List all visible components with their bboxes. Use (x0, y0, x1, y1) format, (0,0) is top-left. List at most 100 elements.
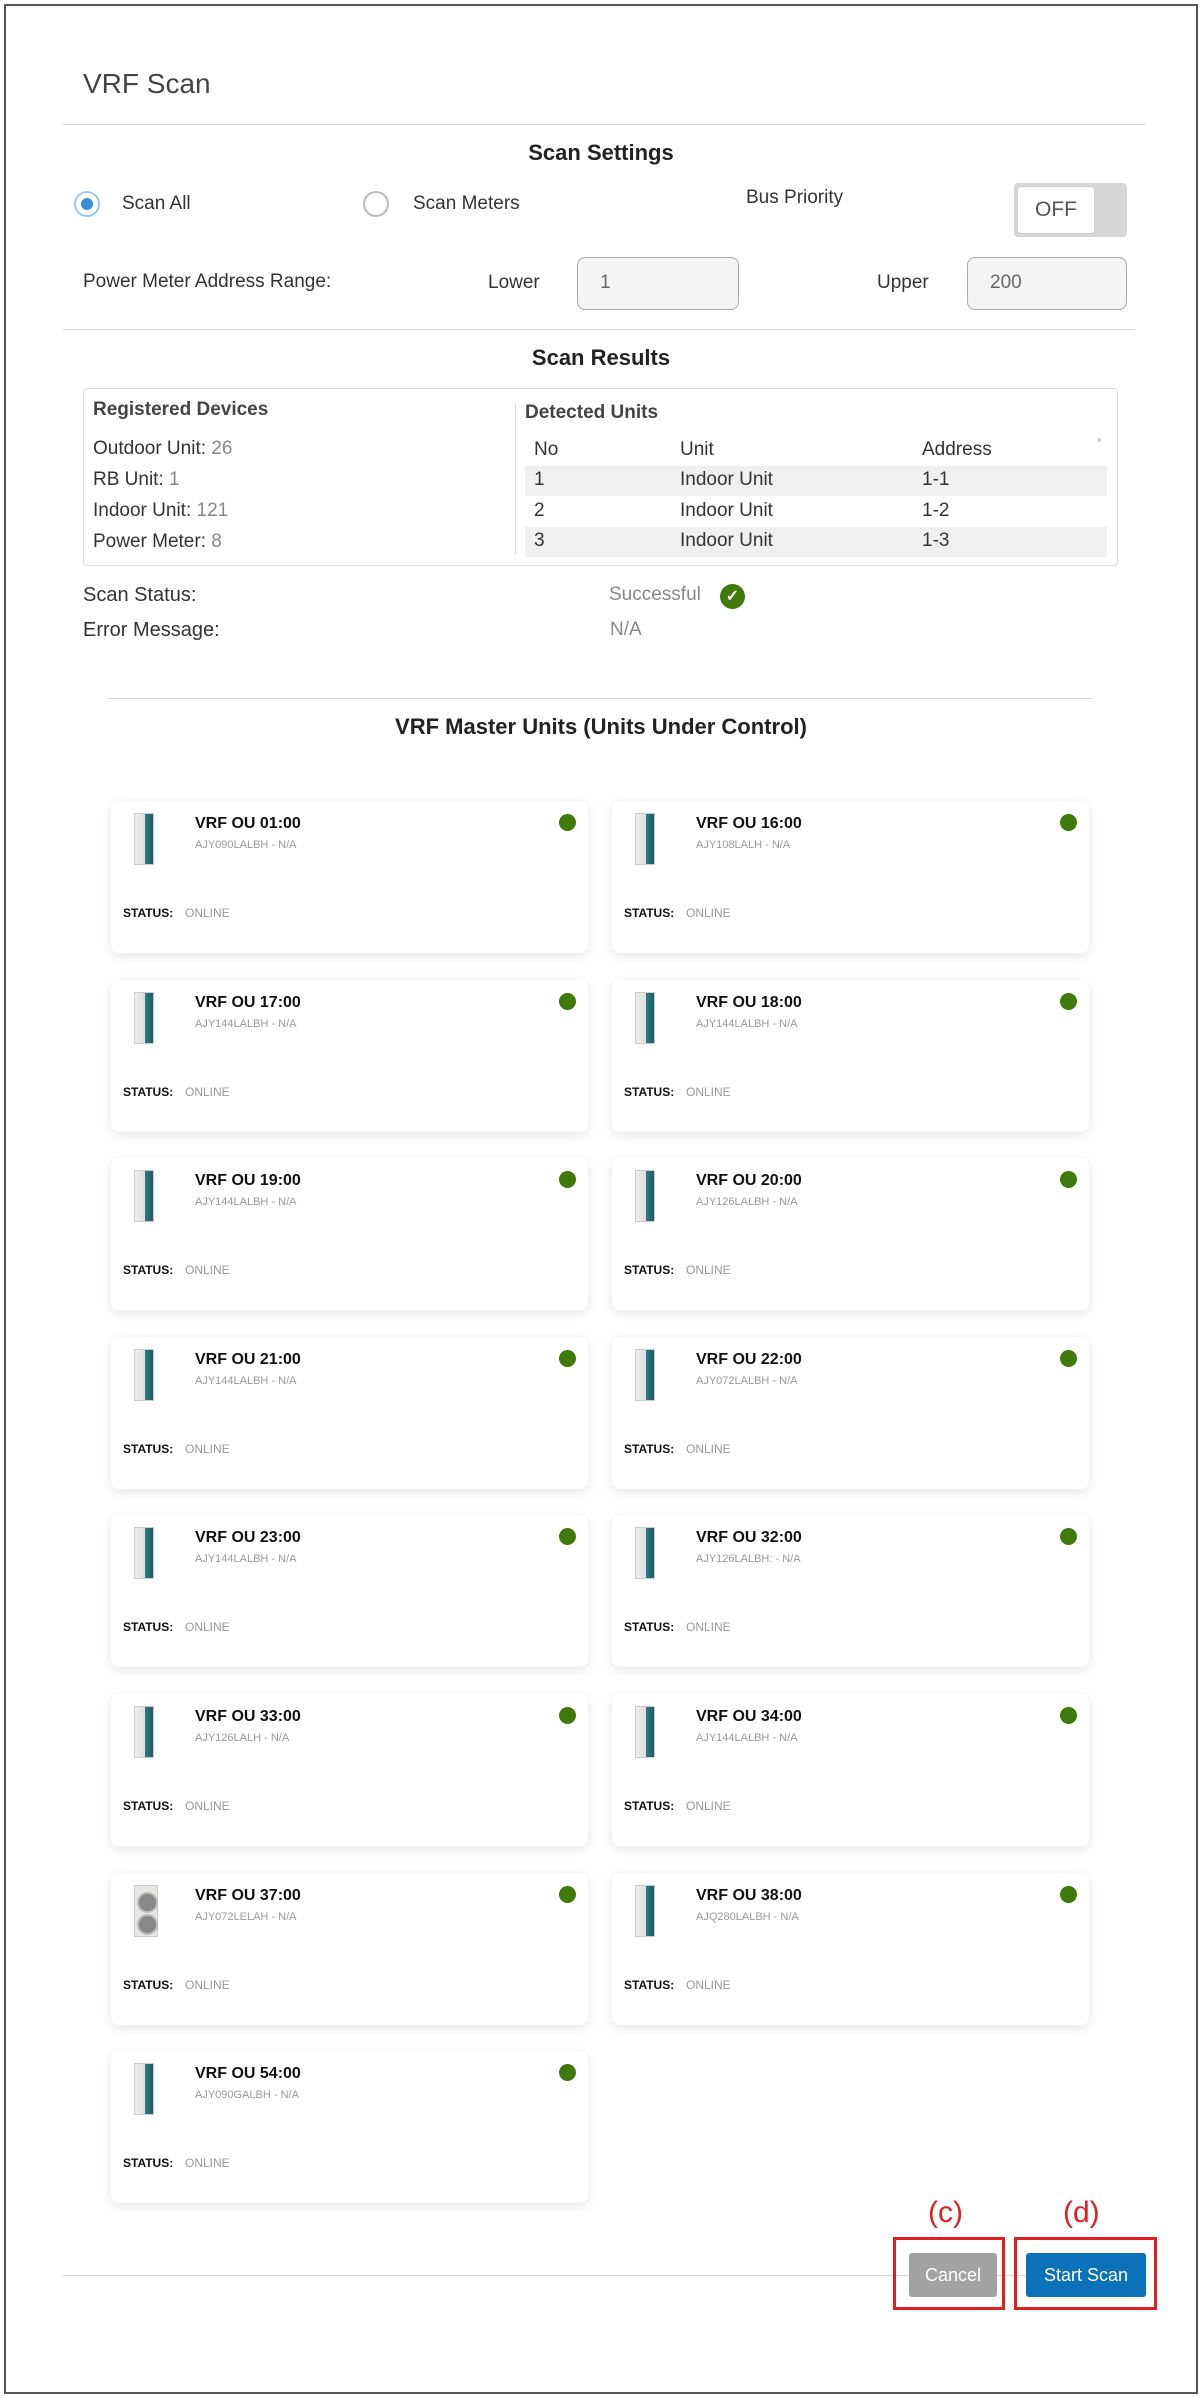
status-value: ONLINE (686, 1263, 731, 1278)
bus-priority-toggle[interactable]: OFF (1014, 183, 1127, 237)
unit-name: VRF OU 32:00 (696, 1529, 802, 1547)
unit-model: AJY126LALBH: - N/A (696, 1553, 801, 1566)
online-status-dot-icon (559, 1171, 576, 1189)
unit-name: VRF OU 37:00 (195, 1886, 301, 1904)
unit-card[interactable]: VRF OU 20:00 AJY126LALBH - N/A STATUS: O… (612, 1158, 1089, 1311)
unit-model: AJY144LALBH - N/A (195, 1017, 297, 1030)
unit-name: VRF OU 17:00 (195, 993, 301, 1011)
scan-all-label[interactable]: Scan All (122, 193, 191, 214)
status-label: STATUS: (123, 1620, 174, 1635)
outdoor-unit-image (134, 1170, 154, 1223)
cell-unit: Indoor Unit (680, 469, 773, 490)
registered-item: Outdoor Unit: 26 (93, 438, 232, 460)
unit-card[interactable]: VRF OU 19:00 AJY144LALBH - N/A STATUS: O… (111, 1158, 588, 1311)
outdoor-unit-image (635, 1527, 655, 1580)
registered-item-count: 1 (169, 469, 180, 490)
status-label: STATUS: (624, 1084, 675, 1099)
unit-card[interactable]: VRF OU 38:00 AJQ280LALBH - N/A STATUS: O… (612, 1872, 1089, 2025)
column-header: Address (922, 439, 992, 460)
outdoor-unit-image (635, 991, 655, 1044)
cell-address: 1-3 (922, 530, 950, 551)
table-row[interactable]: 3 Indoor Unit 1-3 (525, 527, 1107, 557)
status-label: STATUS: (123, 1799, 174, 1813)
divider (63, 329, 1135, 330)
unit-model: AJY072LELAH - N/A (195, 1910, 297, 1923)
unit-card[interactable]: VRF OU 01:00 AJY090LALBH - N/A STATUS: O… (111, 801, 588, 953)
scan-meters-label[interactable]: Scan Meters (413, 193, 520, 214)
status-value: ONLINE (185, 1620, 230, 1635)
status-label: STATUS: (624, 1620, 675, 1635)
outdoor-unit-image (635, 1170, 655, 1223)
annotation-box-c (893, 2237, 1005, 2310)
cell-no: 1 (534, 469, 545, 490)
registered-item-count: 121 (196, 500, 229, 521)
unit-name: VRF OU 16:00 (696, 815, 802, 832)
registered-item-label: Outdoor Unit: (93, 438, 206, 459)
divider (515, 402, 516, 554)
online-status-dot-icon (1060, 1349, 1077, 1367)
unit-card[interactable]: VRF OU 17:00 AJY144LALBH - N/A STATUS: O… (111, 979, 588, 1132)
online-status-dot-icon (1060, 814, 1077, 831)
status-label: STATUS: (123, 1441, 174, 1456)
online-status-dot-icon (559, 1707, 576, 1724)
table-row[interactable]: 1 Indoor Unit 1-1 (525, 466, 1107, 496)
registered-item-label: Indoor Unit: (93, 500, 192, 521)
online-status-dot-icon (559, 1885, 576, 1903)
divider (63, 2275, 1135, 2276)
status-value: ONLINE (686, 1441, 731, 1456)
unit-card[interactable]: VRF OU 33:00 AJY126LALH - N/A STATUS: ON… (111, 1694, 588, 1846)
error-message-label: Error Message: (83, 619, 220, 641)
cancel-button[interactable]: Cancel (909, 2253, 997, 2297)
annotation-d: (d) (1063, 2196, 1100, 2229)
unit-name: VRF OU 38:00 (696, 1886, 802, 1904)
scan-meters-radio[interactable] (363, 191, 389, 217)
status-value: ONLINE (185, 1441, 230, 1456)
unit-card[interactable]: VRF OU 37:00 AJY072LELAH - N/A STATUS: O… (111, 1872, 588, 2025)
online-status-dot-icon (1060, 1707, 1077, 1724)
unit-model: AJQ280LALBH - N/A (696, 1910, 799, 1923)
registered-item-count: 26 (211, 438, 233, 459)
unit-card[interactable]: VRF OU 18:00 AJY144LALBH - N/A STATUS: O… (612, 979, 1089, 1132)
unit-card[interactable]: VRF OU 54:00 AJY090GALBH - N/A STATUS: O… (111, 2051, 588, 2204)
start-scan-button[interactable]: Start Scan (1026, 2253, 1146, 2297)
registered-item: Power Meter: 8 (93, 531, 222, 553)
unit-name: VRF OU 33:00 (195, 1708, 301, 1725)
unit-card[interactable]: VRF OU 22:00 AJY072LALBH - N/A STATUS: O… (612, 1336, 1089, 1489)
divider (107, 698, 1093, 699)
lower-label: Lower (488, 272, 540, 293)
cell-unit: Indoor Unit (680, 499, 773, 521)
range-label: Power Meter Address Range: (83, 271, 332, 292)
status-label: STATUS: (123, 1263, 174, 1278)
table-header: No Unit Address (525, 436, 1107, 466)
unit-card[interactable]: VRF OU 32:00 AJY126LALBH: - N/A STATUS: … (612, 1515, 1089, 1668)
unit-name: VRF OU 01:00 (195, 815, 301, 832)
outdoor-unit-image (134, 1527, 154, 1580)
master-units-heading: VRF Master Units (Units Under Control) (395, 714, 807, 739)
unit-card[interactable]: VRF OU 34:00 AJY144LALBH - N/A STATUS: O… (612, 1694, 1089, 1846)
unit-model: AJY126LALBH - N/A (696, 1196, 798, 1209)
unit-card[interactable]: VRF OU 21:00 AJY144LALBH - N/A STATUS: O… (111, 1336, 588, 1489)
unit-card[interactable]: VRF OU 23:00 AJY144LALBH - N/A STATUS: O… (111, 1515, 588, 1668)
online-status-dot-icon (559, 2064, 576, 2082)
unit-name: VRF OU 23:00 (195, 1529, 301, 1547)
registered-devices-title: Registered Devices (93, 399, 269, 420)
registered-item-count: 8 (211, 531, 222, 552)
toggle-knob: OFF (1017, 186, 1095, 234)
table-row[interactable]: 2 Indoor Unit 1-2 (525, 497, 1107, 527)
online-status-dot-icon (1060, 1171, 1077, 1189)
cell-address: 1-2 (922, 499, 950, 521)
scan-all-radio[interactable] (74, 191, 100, 217)
lower-address-input[interactable]: 1 (577, 257, 739, 310)
results-box (83, 388, 1118, 566)
status-value: ONLINE (185, 1084, 230, 1099)
cell-no: 3 (534, 530, 545, 551)
unit-card[interactable]: VRF OU 16:00 AJY108LALH - N/A STATUS: ON… (612, 801, 1089, 953)
scrollbar[interactable] (1098, 438, 1101, 442)
unit-name: VRF OU 22:00 (696, 1350, 802, 1368)
scan-status-value: Successful (609, 584, 701, 605)
scan-status-label: Scan Status: (83, 584, 197, 606)
upper-address-input[interactable]: 200 (967, 257, 1127, 310)
unit-model: AJY126LALH - N/A (195, 1732, 290, 1744)
status-value: ONLINE (686, 1620, 731, 1635)
unit-name: VRF OU 20:00 (696, 1172, 802, 1190)
